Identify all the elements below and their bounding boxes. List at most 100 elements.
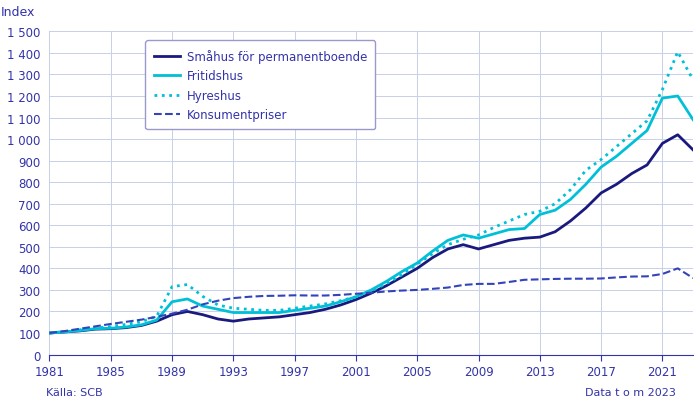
Fritidshus xyxy=(351,295,360,300)
Hyreshus xyxy=(367,289,375,294)
Hyreshus xyxy=(428,252,437,257)
Hyreshus xyxy=(351,295,360,300)
Konsumentpriser xyxy=(643,274,651,279)
Konsumentpriser xyxy=(260,294,268,299)
Småhus för permanentboende xyxy=(260,316,268,320)
Fritidshus xyxy=(306,306,314,311)
Hyreshus xyxy=(505,219,513,224)
Text: Data t o m 2023: Data t o m 2023 xyxy=(584,387,676,397)
Småhus för permanentboende xyxy=(153,319,161,324)
Fritidshus xyxy=(643,129,651,134)
Småhus för permanentboende xyxy=(673,133,682,138)
Småhus för permanentboende xyxy=(76,329,84,334)
Hyreshus xyxy=(306,304,314,309)
Konsumentpriser xyxy=(382,289,391,294)
Småhus för permanentboende xyxy=(459,243,468,247)
Legend: Småhus för permanentboende, Fritidshus, Hyreshus, Konsumentpriser: Småhus för permanentboende, Fritidshus, … xyxy=(146,41,375,130)
Småhus för permanentboende xyxy=(106,326,115,331)
Småhus för permanentboende xyxy=(398,275,406,280)
Småhus för permanentboende xyxy=(290,312,299,317)
Fritidshus xyxy=(321,304,330,309)
Fritidshus xyxy=(658,97,666,101)
Konsumentpriser xyxy=(398,288,406,293)
Småhus för permanentboende xyxy=(612,182,621,187)
Konsumentpriser xyxy=(582,277,590,282)
Hyreshus xyxy=(275,308,284,313)
Småhus för permanentboende xyxy=(566,219,575,224)
Hyreshus xyxy=(643,119,651,124)
Fritidshus xyxy=(520,227,528,231)
Hyreshus xyxy=(566,188,575,192)
Hyreshus xyxy=(536,209,544,214)
Hyreshus xyxy=(398,273,406,277)
Småhus för permanentboende xyxy=(214,317,222,322)
Fritidshus xyxy=(689,118,697,123)
Småhus för permanentboende xyxy=(490,243,498,247)
Småhus för permanentboende xyxy=(306,310,314,315)
Hyreshus xyxy=(520,213,528,217)
Line: Fritidshus: Fritidshus xyxy=(50,97,693,333)
Småhus för permanentboende xyxy=(122,325,130,330)
Småhus för permanentboende xyxy=(658,142,666,146)
Hyreshus xyxy=(46,331,54,336)
Konsumentpriser xyxy=(91,324,99,329)
Konsumentpriser xyxy=(689,276,697,281)
Hyreshus xyxy=(61,329,69,334)
Småhus för permanentboende xyxy=(444,247,452,252)
Hyreshus xyxy=(444,243,452,247)
Konsumentpriser xyxy=(444,286,452,290)
Fritidshus xyxy=(199,304,207,309)
Hyreshus xyxy=(199,294,207,299)
Fritidshus xyxy=(459,233,468,238)
Småhus för permanentboende xyxy=(275,315,284,320)
Konsumentpriser xyxy=(658,272,666,277)
Konsumentpriser xyxy=(137,318,146,322)
Hyreshus xyxy=(91,326,99,331)
Fritidshus xyxy=(413,261,421,266)
Småhus för permanentboende xyxy=(505,238,513,243)
Konsumentpriser xyxy=(597,276,606,281)
Hyreshus xyxy=(337,298,345,303)
Konsumentpriser xyxy=(106,322,115,326)
Text: Index: Index xyxy=(1,6,36,19)
Konsumentpriser xyxy=(536,277,544,282)
Småhus för permanentboende xyxy=(475,247,483,252)
Text: Källa: SCB: Källa: SCB xyxy=(46,387,102,397)
Fritidshus xyxy=(673,94,682,99)
Hyreshus xyxy=(183,282,192,287)
Hyreshus xyxy=(459,237,468,242)
Fritidshus xyxy=(475,236,483,241)
Fritidshus xyxy=(505,228,513,233)
Fritidshus xyxy=(367,288,375,293)
Hyreshus xyxy=(413,262,421,267)
Småhus för permanentboende xyxy=(183,309,192,314)
Fritidshus xyxy=(428,249,437,254)
Fritidshus xyxy=(183,297,192,302)
Fritidshus xyxy=(76,328,84,333)
Konsumentpriser xyxy=(551,277,559,282)
Fritidshus xyxy=(597,165,606,170)
Småhus för permanentboende xyxy=(382,284,391,288)
Konsumentpriser xyxy=(351,292,360,296)
Hyreshus xyxy=(76,328,84,332)
Konsumentpriser xyxy=(459,283,468,288)
Fritidshus xyxy=(61,330,69,334)
Konsumentpriser xyxy=(168,312,176,316)
Småhus för permanentboende xyxy=(428,255,437,260)
Fritidshus xyxy=(168,300,176,304)
Hyreshus xyxy=(673,50,682,55)
Småhus för permanentboende xyxy=(628,172,636,176)
Fritidshus xyxy=(551,208,559,213)
Småhus för permanentboende xyxy=(351,298,360,302)
Hyreshus xyxy=(658,88,666,93)
Fritidshus xyxy=(214,307,222,312)
Hyreshus xyxy=(582,168,590,173)
Konsumentpriser xyxy=(229,296,237,301)
Konsumentpriser xyxy=(505,280,513,285)
Fritidshus xyxy=(122,325,130,330)
Konsumentpriser xyxy=(520,277,528,282)
Line: Hyreshus: Hyreshus xyxy=(50,53,693,333)
Hyreshus xyxy=(597,158,606,162)
Konsumentpriser xyxy=(673,266,682,271)
Småhus för permanentboende xyxy=(229,319,237,324)
